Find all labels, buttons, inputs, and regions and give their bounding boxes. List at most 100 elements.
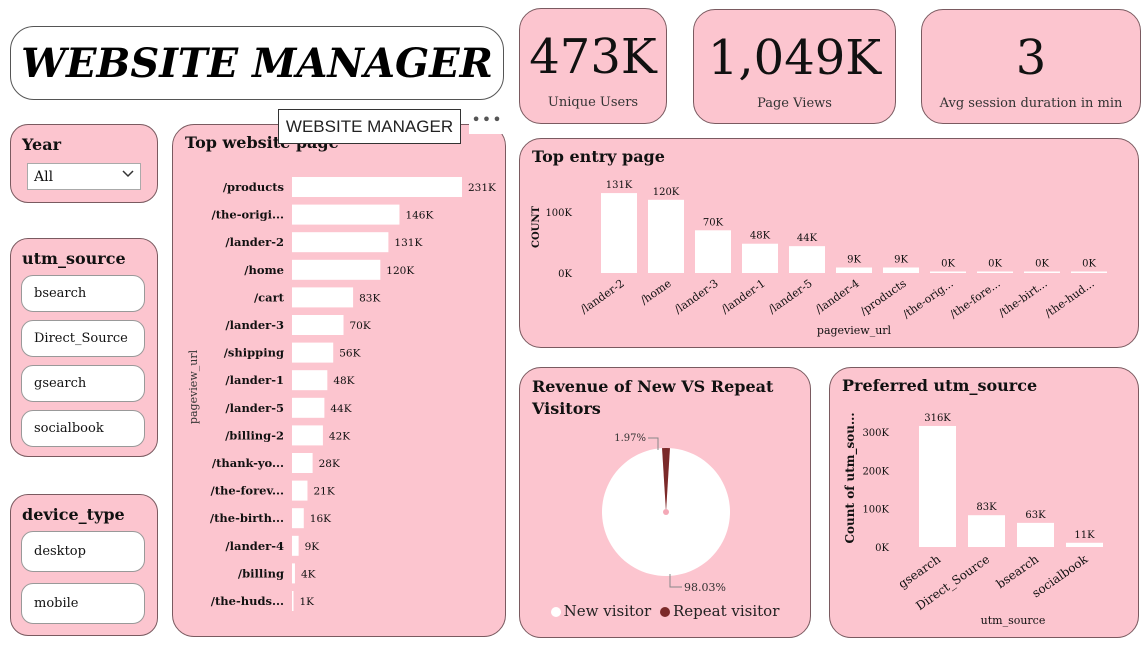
year-selected-value: All (34, 168, 54, 185)
bar (292, 177, 462, 197)
top-website-page-chart: pageview_url/products 231K/the-origi... 14… (187, 177, 496, 611)
data-label: 63K (1025, 510, 1046, 521)
data-label: 316K (924, 413, 951, 424)
revenue-pie-card: Revenue of New VS Repeat Visitors 1.97% 9… (519, 367, 811, 638)
kpi-unique-users: 473K Unique Users (519, 8, 667, 124)
data-label: 146K (405, 210, 433, 222)
bar (292, 480, 308, 501)
pie-legend: New visitor Repeat visitor (520, 602, 810, 620)
data-label: 83K (359, 292, 380, 304)
category-label: /lander-2 (225, 235, 284, 249)
x-axis-title: utm_source (981, 614, 1046, 627)
bar (1071, 271, 1107, 273)
data-label: 120K (386, 265, 414, 277)
bar (1017, 522, 1054, 547)
device-type-slicer: device_type desktop mobile (10, 494, 158, 636)
category-label: /lander-1 (225, 373, 284, 387)
data-label: 56K (339, 348, 360, 360)
legend-repeat-visitor: Repeat visitor (673, 602, 780, 620)
slicer-option-gsearch[interactable]: gsearch (21, 365, 145, 402)
chart-title: Preferred utm_source (842, 376, 1038, 395)
chart-title: Top entry page (532, 147, 665, 166)
category-label: /billing (238, 566, 284, 580)
revenue-pie-chart: 1.97% 98.03% (602, 433, 730, 594)
bar (930, 271, 966, 273)
data-label: 9K (847, 255, 861, 266)
data-label: 21K (313, 486, 334, 498)
data-label: 0K (941, 259, 955, 270)
bar (292, 232, 389, 253)
data-label: 48K (750, 231, 771, 242)
category-label: /home (638, 277, 674, 307)
top-entry-page-card: Top entry page 0K 100K COUNT 131K/lander-2 1… (519, 138, 1139, 348)
category-label: /the-fore... (947, 277, 1002, 321)
data-label: 28K (319, 458, 340, 470)
bar (1066, 542, 1103, 547)
data-label: 44K (797, 233, 818, 244)
more-options-button[interactable]: ••• (469, 104, 505, 134)
bar (977, 271, 1013, 273)
more-horizontal-icon: ••• (471, 109, 503, 129)
bar (292, 370, 328, 391)
bar (968, 515, 1005, 547)
category-label: /the-orig... (900, 277, 955, 321)
slicer-option-direct-source[interactable]: Direct_Source (21, 320, 145, 357)
category-label: /cart (254, 290, 285, 304)
dashboard-title-box: WEBSITE MANAGER (10, 26, 504, 100)
y-tick-label: 0K (558, 269, 572, 280)
kpi-label: Page Views (757, 96, 832, 111)
category-label: /lander-4 (813, 277, 862, 317)
data-label: 42K (329, 430, 350, 442)
title-tooltip: WEBSITE MANAGER (278, 109, 461, 144)
kpi-value: 1,049K (707, 30, 882, 86)
data-label: 9K (894, 255, 908, 266)
chevron-down-icon (122, 170, 134, 178)
bar (292, 204, 400, 225)
bar (292, 535, 299, 556)
bar (292, 453, 313, 473)
y-tick-label: 100K (862, 505, 889, 516)
bar (292, 342, 334, 363)
leader-line (669, 574, 682, 588)
category-label: /the-birth... (210, 511, 284, 525)
data-label: 120K (653, 187, 680, 198)
y-tick-label: 0K (875, 543, 889, 554)
data-label: 4K (301, 568, 316, 580)
x-axis-title: pageview_url (817, 324, 892, 337)
slicer-option-desktop[interactable]: desktop (21, 531, 145, 572)
legend-new-visitor: New visitor (563, 602, 652, 620)
bar (292, 563, 295, 584)
bar (695, 230, 731, 273)
slicer-title: device_type (22, 505, 125, 524)
bar (292, 315, 344, 335)
category-label: /lander-1 (719, 277, 768, 317)
slicer-option-mobile[interactable]: mobile (21, 583, 145, 624)
data-label: 0K (1035, 259, 1049, 270)
bar (292, 287, 354, 308)
utm-source-slicer: utm_source bsearch Direct_Source gsearch… (10, 238, 158, 457)
year-dropdown[interactable]: All (27, 163, 141, 190)
category-label: socialbook (1029, 552, 1090, 601)
category-label: /billing-2 (225, 428, 284, 442)
kpi-label: Unique Users (547, 95, 639, 110)
data-label: 1.97% (614, 433, 646, 444)
bar (836, 267, 872, 273)
bar (789, 246, 825, 273)
slicer-title: Year (22, 135, 62, 154)
data-label: 70K (703, 217, 724, 228)
dashboard-title: WEBSITE MANAGER (21, 39, 493, 87)
y-axis-title: COUNT (531, 205, 542, 248)
y-tick-label: 100K (545, 208, 572, 219)
kpi-value: 3 (1015, 30, 1047, 86)
category-label: /lander-3 (672, 277, 721, 317)
slicer-option-bsearch[interactable]: bsearch (21, 275, 145, 312)
slicer-title: utm_source (22, 249, 126, 268)
data-label: 44K (330, 403, 351, 415)
kpi-page-views: 1,049K Page Views (693, 9, 896, 124)
bar (292, 508, 304, 529)
data-label: 131K (394, 237, 422, 249)
preferred-utm-source-card: Preferred utm_source 0K 100K 200K 300K Count… (829, 367, 1139, 638)
category-label: /lander-5 (766, 277, 815, 317)
slicer-option-socialbook[interactable]: socialbook (21, 410, 145, 447)
y-axis-title: Count of utm_sou... (843, 412, 858, 543)
